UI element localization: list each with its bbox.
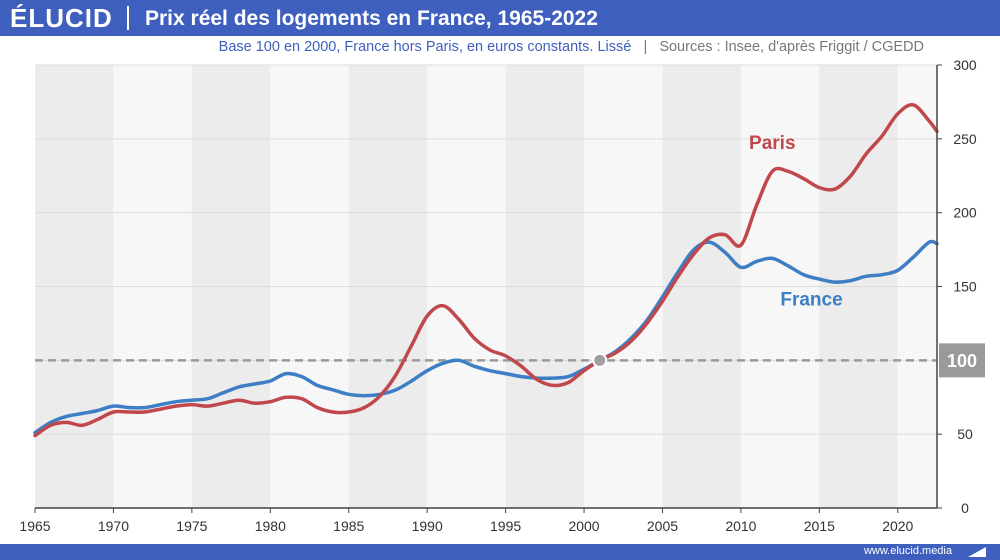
y-tick-label: 0 [961, 500, 969, 516]
reference-point [592, 352, 608, 368]
x-tick-label: 2005 [647, 518, 678, 534]
chart-title: Prix réel des logements en France, 1965-… [145, 7, 598, 30]
grid-lines [35, 64, 937, 435]
x-tick-label: 2020 [882, 518, 913, 534]
y-axis: 0 50 150 200 250 300 100 [936, 57, 985, 516]
series-line-paris [33, 102, 939, 438]
series-label-paris: Paris [749, 133, 795, 154]
x-tick-label: 1975 [176, 518, 207, 534]
x-tick-label: 2000 [568, 518, 599, 534]
x-tick-label: 1995 [490, 518, 521, 534]
subtitle-separator: | [643, 39, 648, 55]
y-tick-label: 150 [953, 279, 977, 295]
x-tick-label: 1980 [255, 518, 286, 534]
x-tick-label: 1990 [412, 518, 443, 534]
series-annotations: Paris France [749, 133, 843, 311]
y-highlight-box [939, 343, 985, 378]
series-line-france [33, 239, 939, 435]
brand-logo[interactable]: ÉLUCID [10, 3, 113, 33]
y-tick-label: 300 [953, 57, 977, 73]
series-lines [33, 102, 939, 438]
x-tick-label: 2010 [725, 518, 756, 534]
x-tick-label: 1970 [98, 518, 129, 534]
y-tick-label: 50 [957, 426, 973, 442]
x-tick-label: 1985 [333, 518, 364, 534]
x-tick-label: 2015 [804, 518, 835, 534]
footer-url[interactable]: www.elucid.media [863, 545, 952, 557]
y-highlight-label: 100 [947, 351, 977, 371]
footer-bar: www.elucid.media [0, 544, 1000, 560]
x-tick-label: 1965 [19, 518, 50, 534]
footer-logo-icon [968, 547, 986, 557]
header-divider [127, 6, 129, 30]
x-axis: 1965 1970 1975 1980 1985 1990 1995 2000 2005 2010… [19, 507, 937, 534]
subtitle-main: Base 100 en 2000, France hors Paris, en … [218, 39, 632, 55]
header-bar: ÉLUCID Prix réel des logements en France… [0, 0, 1000, 36]
y-tick-label: 250 [953, 131, 977, 147]
subtitle-sources: Sources : Insee, d'après Friggit / CGEDD [659, 39, 924, 55]
y-tick-label: 200 [953, 205, 977, 221]
series-label-france: France [780, 290, 842, 311]
chart-subtitle: Base 100 en 2000, France hors Paris, en … [219, 39, 924, 55]
